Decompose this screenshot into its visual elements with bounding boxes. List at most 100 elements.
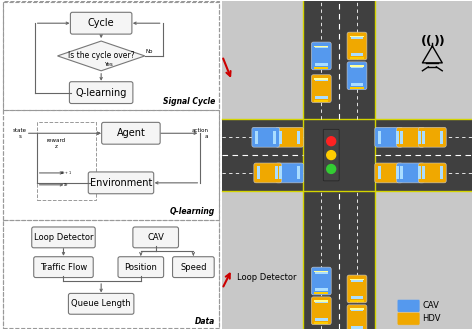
Text: Cycle: Cycle: [88, 18, 114, 28]
Bar: [396, 167, 399, 180]
Bar: [314, 78, 328, 80]
Text: CAV: CAV: [147, 233, 164, 242]
Text: Is the cycle over?: Is the cycle over?: [68, 51, 135, 60]
Bar: [257, 167, 260, 180]
FancyBboxPatch shape: [276, 163, 303, 183]
Bar: [297, 131, 300, 144]
FancyBboxPatch shape: [347, 62, 367, 90]
Text: Yes: Yes: [104, 62, 113, 67]
Bar: [350, 36, 364, 37]
Circle shape: [327, 164, 336, 174]
FancyBboxPatch shape: [347, 305, 367, 330]
Bar: [440, 131, 443, 144]
Bar: [314, 46, 328, 47]
Bar: [315, 271, 328, 274]
Text: Q-learning: Q-learning: [170, 207, 215, 215]
Bar: [351, 326, 364, 329]
FancyBboxPatch shape: [69, 82, 133, 104]
Bar: [315, 288, 328, 291]
FancyBboxPatch shape: [254, 163, 282, 183]
FancyBboxPatch shape: [347, 32, 367, 60]
FancyBboxPatch shape: [173, 257, 214, 278]
FancyBboxPatch shape: [323, 129, 339, 181]
Text: state
s: state s: [13, 128, 27, 139]
FancyBboxPatch shape: [101, 122, 160, 144]
FancyBboxPatch shape: [133, 227, 179, 248]
Bar: [279, 131, 282, 144]
Text: Position: Position: [124, 263, 157, 272]
Bar: [422, 131, 425, 144]
FancyBboxPatch shape: [419, 127, 446, 147]
Text: Environment: Environment: [90, 178, 152, 188]
Text: Loop Detector: Loop Detector: [237, 273, 297, 281]
Text: Data: Data: [195, 317, 215, 326]
Bar: [351, 308, 364, 311]
FancyBboxPatch shape: [397, 127, 424, 147]
Bar: [275, 167, 278, 180]
Bar: [378, 131, 381, 144]
FancyBboxPatch shape: [397, 312, 420, 325]
Bar: [351, 53, 364, 56]
FancyBboxPatch shape: [347, 275, 367, 303]
Text: $s_{t}$: $s_{t}$: [64, 181, 69, 189]
Text: No: No: [146, 49, 153, 54]
Bar: [400, 167, 403, 180]
Bar: [396, 131, 399, 144]
Bar: [351, 296, 364, 299]
Bar: [315, 318, 328, 321]
Bar: [315, 78, 328, 81]
FancyBboxPatch shape: [375, 163, 402, 183]
FancyBboxPatch shape: [311, 42, 331, 70]
Bar: [255, 131, 258, 144]
Bar: [279, 167, 282, 180]
FancyBboxPatch shape: [68, 293, 134, 314]
Bar: [351, 36, 364, 39]
Bar: [350, 308, 364, 310]
Bar: [315, 63, 328, 66]
FancyBboxPatch shape: [397, 299, 420, 312]
Text: ((: ((: [420, 35, 432, 48]
FancyBboxPatch shape: [311, 75, 331, 103]
Bar: [314, 300, 328, 302]
FancyBboxPatch shape: [252, 127, 280, 147]
Bar: [314, 67, 328, 69]
Bar: [350, 300, 364, 302]
Text: Loop Detector: Loop Detector: [34, 233, 93, 242]
Text: $s_{t+1}$: $s_{t+1}$: [61, 169, 73, 177]
FancyBboxPatch shape: [397, 163, 424, 183]
Text: Traffic Flow: Traffic Flow: [40, 263, 87, 272]
Bar: [297, 167, 300, 180]
Bar: [314, 100, 328, 102]
Bar: [422, 167, 425, 180]
Text: Agent: Agent: [117, 128, 146, 138]
Bar: [222, 1, 472, 329]
Bar: [378, 167, 381, 180]
FancyBboxPatch shape: [375, 127, 402, 147]
Bar: [315, 300, 328, 303]
FancyBboxPatch shape: [71, 12, 132, 34]
FancyBboxPatch shape: [32, 227, 95, 248]
Text: Queue Length: Queue Length: [72, 299, 131, 308]
FancyBboxPatch shape: [276, 127, 303, 147]
Bar: [350, 65, 364, 67]
Bar: [418, 131, 421, 144]
Bar: [314, 322, 328, 324]
Bar: [440, 167, 443, 180]
Circle shape: [327, 137, 336, 146]
Bar: [315, 96, 328, 99]
Bar: [314, 271, 328, 272]
Bar: [418, 167, 421, 180]
FancyBboxPatch shape: [311, 297, 331, 325]
Text: Speed: Speed: [180, 263, 207, 272]
Bar: [303, 1, 375, 329]
Polygon shape: [57, 41, 145, 71]
Bar: [273, 131, 276, 144]
Text: action
a: action a: [191, 128, 208, 139]
Bar: [400, 131, 403, 144]
Bar: [222, 119, 472, 191]
Text: CAV: CAV: [422, 301, 439, 310]
Bar: [350, 279, 364, 280]
FancyBboxPatch shape: [118, 257, 164, 278]
Bar: [315, 46, 328, 49]
Text: )): )): [434, 35, 446, 48]
